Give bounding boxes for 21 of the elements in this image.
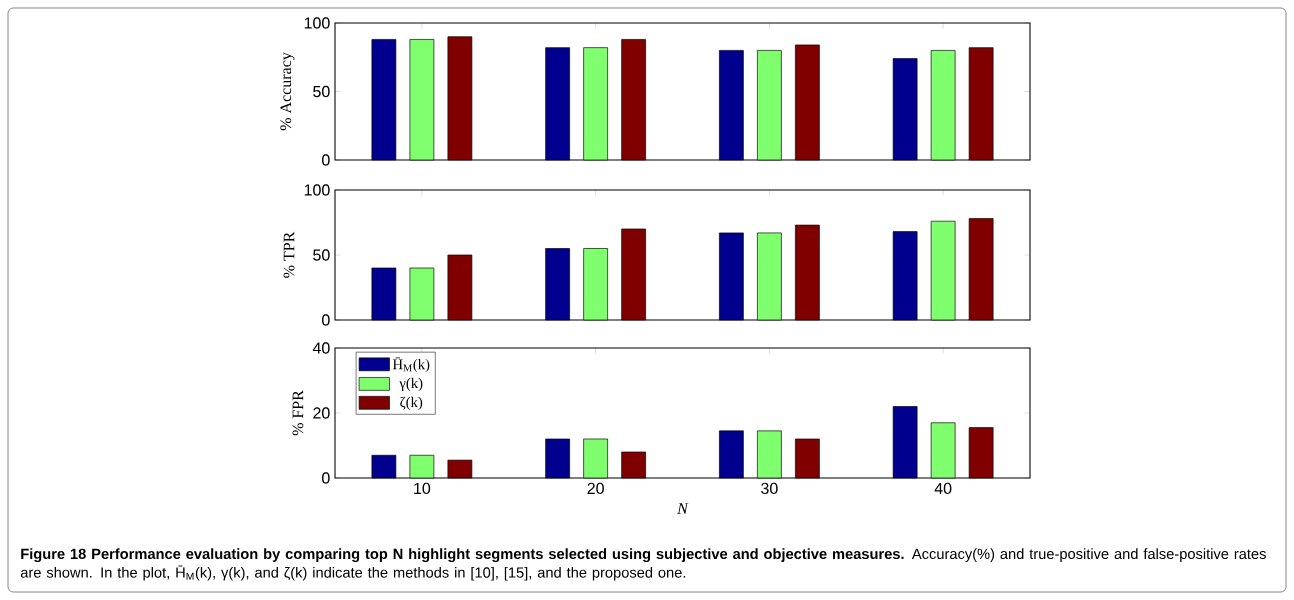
y-tick-label: 40 bbox=[312, 342, 330, 354]
x-axis-title: N bbox=[677, 503, 689, 514]
x-tick-label: 30 bbox=[761, 482, 778, 495]
x-tick-label: 20 bbox=[587, 482, 604, 495]
legend-label: H̄$_{M}$(k) bbox=[392, 357, 430, 373]
y-axis-title: % Accuracy bbox=[280, 52, 295, 131]
legend-label: ζ(k) bbox=[400, 396, 423, 411]
y-tick-label: 100 bbox=[304, 184, 330, 196]
y-tick-label: 0 bbox=[322, 154, 330, 166]
y-axis-title: % TPR bbox=[283, 231, 295, 278]
legend-label: γ(k) bbox=[399, 377, 423, 392]
y-axis-title: % FPR bbox=[292, 390, 304, 436]
y-tick-label: 20 bbox=[313, 407, 330, 419]
text: Figure 18 Performance evaluation by comparing top N highlight segments selected using subjective and objective measures. Accuracy(%) and true-positive and false-positive rates are shown. In the plot, H̄$_{M}$(k), γ(k), and ζ(k) indicate the methods in [10], [15], and the proposed one. bbox=[20, 548, 1266, 581]
x-tick-label: 10 bbox=[414, 482, 431, 495]
y-tick-label: 50 bbox=[313, 85, 330, 98]
y-tick-label: 100 bbox=[304, 17, 330, 29]
y-tick-label: 0 bbox=[322, 314, 330, 326]
y-tick-label: 50 bbox=[313, 249, 330, 261]
y-tick-label: 0 bbox=[322, 472, 330, 484]
x-tick-label: 40 bbox=[934, 482, 952, 495]
